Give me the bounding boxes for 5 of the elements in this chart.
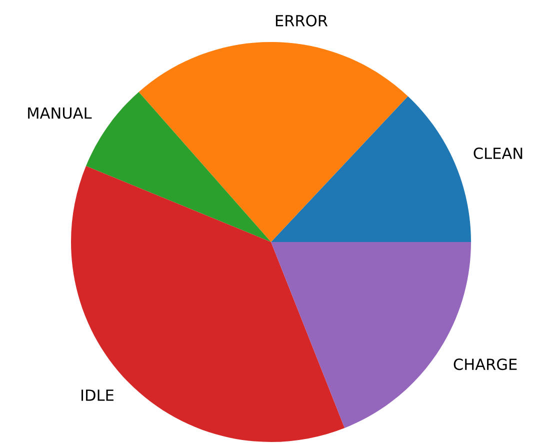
slice-label: MANUAL xyxy=(28,107,92,119)
slice-label: IDLE xyxy=(82,390,114,401)
slice-label: ERROR xyxy=(276,14,328,26)
slice-label: CLEAN xyxy=(474,148,522,160)
slice-label: CHARGE xyxy=(454,358,517,370)
